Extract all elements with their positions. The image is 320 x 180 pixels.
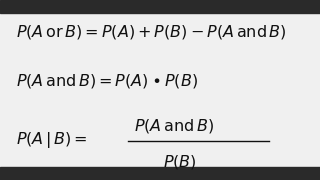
Text: $P(A\,\mathrm{or}\,B) = P(A) + P(B) - P(A\,\mathrm{and}\,B)$: $P(A\,\mathrm{or}\,B) = P(A) + P(B) - P(…	[16, 23, 287, 41]
Text: $P(A\,|\,B) = $: $P(A\,|\,B) = $	[16, 130, 87, 150]
Bar	[0, 0, 320, 13]
Bar	[0, 167, 320, 180]
Text: $P(A\,\mathrm{and}\,B)$: $P(A\,\mathrm{and}\,B)$	[134, 117, 214, 135]
Text: $P(B)$: $P(B)$	[163, 153, 197, 171]
Text: $P(A\,\mathrm{and}\,B) = P(A) \bullet P(B)$: $P(A\,\mathrm{and}\,B) = P(A) \bullet P(…	[16, 72, 198, 90]
